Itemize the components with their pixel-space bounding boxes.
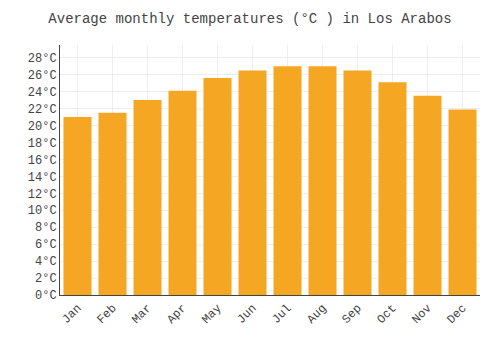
svg-text:Feb: Feb <box>94 302 119 327</box>
svg-text:22°C: 22°C <box>28 103 57 117</box>
svg-text:May: May <box>199 302 224 327</box>
svg-text:8°C: 8°C <box>35 221 57 235</box>
svg-text:14°C: 14°C <box>28 171 57 185</box>
svg-text:Apr: Apr <box>164 302 189 327</box>
svg-text:0°C: 0°C <box>35 289 57 303</box>
svg-text:Jul: Jul <box>269 302 294 327</box>
svg-text:Jun: Jun <box>234 302 259 327</box>
svg-text:Average monthly temperatures (: Average monthly temperatures (°C ) in Lo… <box>48 11 451 27</box>
svg-text:2°C: 2°C <box>35 272 57 286</box>
svg-text:Jan: Jan <box>59 302 84 327</box>
svg-text:Oct: Oct <box>374 302 399 327</box>
svg-text:Dec: Dec <box>444 302 469 327</box>
svg-text:4°C: 4°C <box>35 255 57 269</box>
svg-text:20°C: 20°C <box>28 120 57 134</box>
svg-text:16°C: 16°C <box>28 154 57 168</box>
svg-text:12°C: 12°C <box>28 188 57 202</box>
svg-text:26°C: 26°C <box>28 69 57 83</box>
svg-text:Sep: Sep <box>339 302 364 327</box>
svg-text:Nov: Nov <box>409 302 434 327</box>
svg-text:6°C: 6°C <box>35 238 57 252</box>
svg-text:Aug: Aug <box>304 302 329 327</box>
svg-text:18°C: 18°C <box>28 137 57 151</box>
svg-text:10°C: 10°C <box>28 204 57 218</box>
svg-text:Mar: Mar <box>129 302 154 327</box>
svg-text:24°C: 24°C <box>28 86 57 100</box>
svg-text:28°C: 28°C <box>28 52 57 66</box>
